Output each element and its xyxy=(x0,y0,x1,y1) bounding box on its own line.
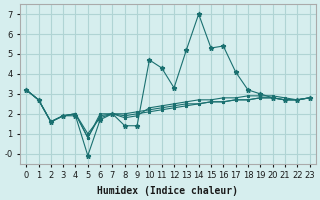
X-axis label: Humidex (Indice chaleur): Humidex (Indice chaleur) xyxy=(97,186,238,196)
